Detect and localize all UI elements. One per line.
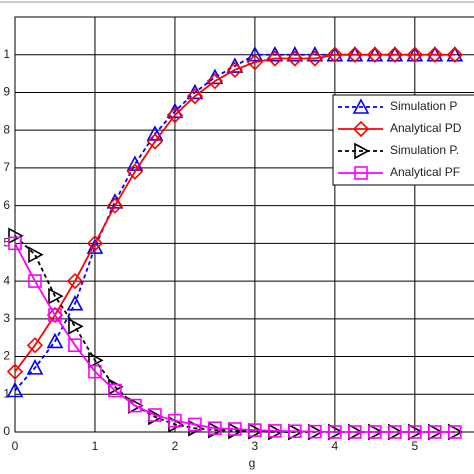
marker <box>246 46 264 62</box>
x-tick-label: 4 <box>332 439 339 453</box>
marker <box>66 272 84 290</box>
marker <box>448 425 462 439</box>
marker <box>146 125 164 141</box>
y-tick-label: 4 <box>3 273 10 287</box>
legend-label: Simulation P <box>390 99 457 113</box>
marker <box>406 46 423 63</box>
marker <box>206 73 224 90</box>
y-tick-label: 6 <box>3 198 10 212</box>
marker <box>286 50 304 67</box>
marker <box>126 163 144 180</box>
y-tick-label: 7 <box>3 160 10 174</box>
marker <box>106 197 124 214</box>
marker <box>6 363 24 380</box>
legend-marker <box>352 98 370 114</box>
marker <box>306 50 324 67</box>
marker <box>268 424 282 438</box>
marker <box>28 246 44 264</box>
marker <box>108 383 122 398</box>
marker <box>46 332 64 349</box>
marker <box>228 422 242 436</box>
marker <box>26 337 44 354</box>
marker <box>148 408 162 422</box>
y-tick-label: 1 <box>3 47 10 61</box>
marker <box>188 417 202 432</box>
x-axis-label: g <box>249 456 256 470</box>
y-tick-label: 9 <box>3 85 10 99</box>
marker <box>168 413 182 428</box>
marker <box>226 61 244 78</box>
y-tick-label: 3 <box>3 311 10 325</box>
marker <box>8 236 22 251</box>
marker <box>328 425 342 439</box>
marker <box>48 308 62 322</box>
marker <box>326 46 343 63</box>
legend-label: Analytical PD <box>390 121 462 135</box>
marker <box>388 425 402 439</box>
marker <box>408 425 422 439</box>
x-tick-label: 1 <box>92 439 99 453</box>
marker <box>428 425 442 439</box>
marker <box>208 421 222 436</box>
marker <box>308 424 322 439</box>
series-line <box>14 235 455 433</box>
marker <box>166 106 184 124</box>
marker <box>8 227 24 245</box>
marker <box>6 381 24 398</box>
x-tick-label: 0 <box>12 439 19 453</box>
marker <box>88 351 104 369</box>
marker <box>26 359 44 375</box>
marker <box>368 425 382 439</box>
marker <box>366 46 383 63</box>
marker <box>266 50 284 67</box>
marker <box>146 133 164 150</box>
marker <box>86 235 104 252</box>
marker <box>288 424 302 439</box>
marker <box>68 338 82 353</box>
marker <box>66 295 84 311</box>
marker <box>68 318 84 335</box>
y-tick-label: 8 <box>3 122 10 136</box>
y-tick-label: 0 <box>3 424 10 438</box>
legend-label: Simulation P. <box>390 143 459 157</box>
x-tick-label: 5 <box>411 439 418 453</box>
marker <box>46 306 64 324</box>
x-tick-label: 3 <box>252 439 259 453</box>
legend-label: Analytical PF <box>390 165 460 179</box>
y-tick-label: 1 <box>3 386 10 400</box>
y-tick-label: 5 <box>3 236 10 250</box>
marker <box>88 364 102 379</box>
marker <box>346 46 363 63</box>
x-tick-label: 2 <box>172 439 179 453</box>
y-tick-label: 2 <box>3 349 10 363</box>
plot-frame <box>14 16 474 433</box>
marker <box>48 287 64 305</box>
marker <box>348 425 362 439</box>
legend-marker <box>352 120 370 138</box>
marker <box>248 423 262 437</box>
marker <box>386 46 403 63</box>
marker <box>28 274 42 288</box>
legend-marker <box>354 142 370 160</box>
marker <box>128 398 142 413</box>
legend-marker <box>354 166 368 180</box>
marker <box>246 54 264 71</box>
marker <box>446 46 463 63</box>
marker <box>426 46 443 63</box>
marker <box>186 88 204 105</box>
